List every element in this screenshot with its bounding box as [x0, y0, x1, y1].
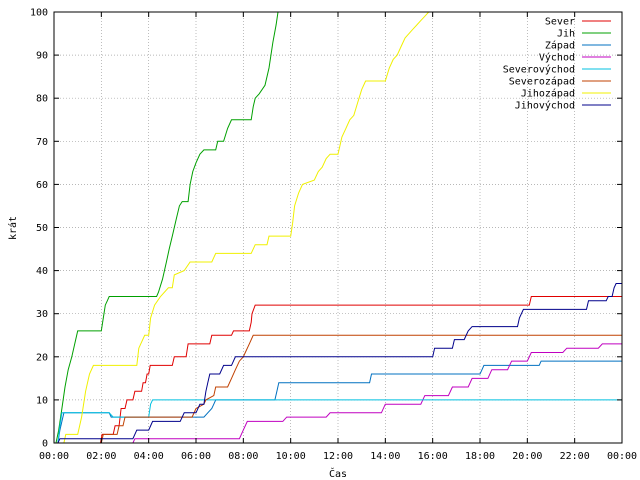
- legend-label: Severozápad: [509, 76, 575, 88]
- series-line: [54, 11, 291, 444]
- legend-label: Jihovýchod: [515, 100, 575, 112]
- x-tick-label: 02:00: [86, 451, 116, 462]
- y-tick-label: 90: [36, 51, 48, 62]
- series-line: [54, 399, 622, 444]
- legend-label: Sever: [545, 17, 575, 28]
- y-tick-label: 30: [36, 309, 48, 320]
- x-tick-labels: 00:00 02:00 04:00 06:00 08:00 10:00 12:00 14:00…: [39, 451, 637, 462]
- series-line: [54, 11, 437, 444]
- y-tick-label: 20: [36, 352, 48, 363]
- x-tick-label: 22:00: [560, 451, 590, 462]
- legend: SeverJihZápadVýchodSeverovýchodSeverozáp…: [503, 17, 611, 112]
- legend-label: Severovýchod: [503, 64, 575, 76]
- axis-ticks: [53, 11, 623, 444]
- x-tick-label: 08:00: [228, 451, 258, 462]
- series-lines: [54, 11, 622, 444]
- y-tick-label: 0: [42, 439, 48, 450]
- y-tick-label: 80: [36, 94, 48, 105]
- legend-label: Východ: [539, 52, 575, 64]
- x-tick-label: 06:00: [181, 451, 211, 462]
- x-tick-label: 00:00: [607, 451, 637, 462]
- y-tick-label: 10: [36, 395, 48, 406]
- x-tick-label: 10:00: [276, 451, 306, 462]
- y-tick-label: 40: [36, 266, 48, 277]
- y-tick-label: 50: [36, 223, 48, 234]
- y-tick-label: 100: [30, 8, 48, 19]
- series-line: [54, 343, 622, 444]
- x-tick-label: 18:00: [465, 451, 495, 462]
- x-tick-label: 12:00: [323, 451, 353, 462]
- x-tick-label: 04:00: [134, 451, 164, 462]
- x-axis-label: Čas: [329, 467, 347, 480]
- legend-label: Jihozápad: [521, 88, 575, 100]
- x-tick-label: 20:00: [512, 451, 542, 462]
- y-tick-label: 60: [36, 180, 48, 191]
- legend-label: Jih: [557, 29, 575, 40]
- series-line: [54, 283, 622, 444]
- series-line: [54, 296, 622, 444]
- x-tick-label: 00:00: [39, 451, 69, 462]
- series-line: [54, 334, 622, 444]
- legend-label: Západ: [545, 40, 575, 52]
- x-tick-label: 16:00: [418, 451, 448, 462]
- y-tick-label: 70: [36, 137, 48, 148]
- y-tick-labels: 0 10 20 30 40 50 60 70 80 90 100: [30, 8, 48, 450]
- x-tick-label: 14:00: [370, 451, 400, 462]
- y-axis-label: krát: [7, 216, 19, 240]
